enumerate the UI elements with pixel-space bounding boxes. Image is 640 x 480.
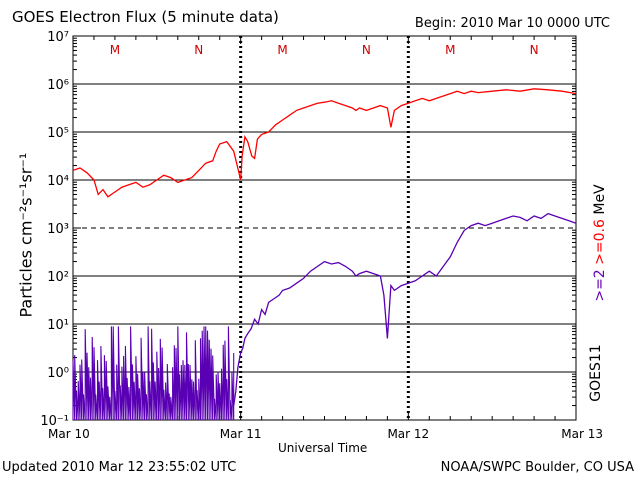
y-tick-label: 10⁷ [47,30,69,45]
begin-time: Begin: 2010 Mar 10 0000 UTC [414,16,610,31]
local-time-marker: N [194,43,203,57]
y-tick-label: 10⁵ [47,126,69,141]
x-axis-label: Universal Time [278,441,368,455]
x-tick-label: Mar 10 [48,427,90,441]
local-time-marker: N [362,43,371,57]
y-tick-label: 10⁴ [47,174,69,189]
y-tick-label: 10² [47,270,69,285]
x-tick-label: Mar 11 [220,427,262,441]
local-time-marker: M [277,43,287,57]
series-high-energy-noise [72,326,235,421]
y-tick-label: 10¹ [47,318,69,333]
series-low-energy-line [72,88,577,198]
x-tick-label: Mar 13 [561,427,603,441]
chart-title: GOES Electron Flux (5 minute data) [12,8,279,26]
series-high-energy-line [233,212,577,406]
updated-timestamp: Updated 2010 Mar 12 23:55:02 UTC [2,460,237,475]
y-tick-label: 10³ [47,222,69,237]
local-time-marker: M [445,43,455,57]
credit-text: NOAA/SWPC Boulder, CO USA [440,460,634,475]
x-tick-label: Mar 12 [387,427,429,441]
y-tick-label: 10⁰ [47,366,69,381]
y-tick-label: 10⁻¹ [40,414,69,429]
local-time-marker: N [530,43,539,57]
y-tick-label: 10⁶ [47,78,69,93]
local-time-marker: M [110,43,120,57]
